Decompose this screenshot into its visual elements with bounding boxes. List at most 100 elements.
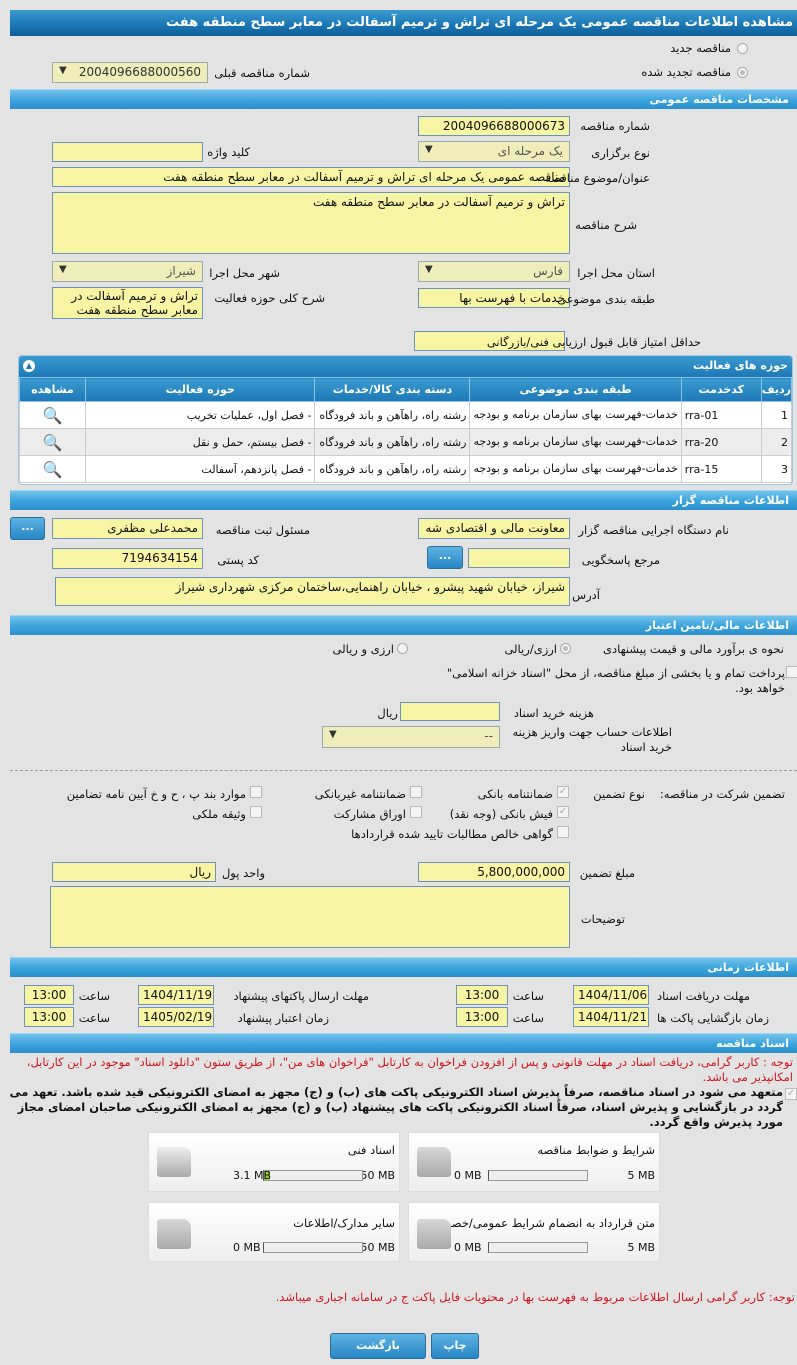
label-currency: واحد پول (221, 866, 265, 880)
guarantee-bank-checkbox[interactable]: ✓ (557, 786, 569, 798)
subject-field[interactable]: مناقصه عمومی یک مرحله ای تراش و ترمیم آس… (52, 167, 570, 187)
treasury-checkbox[interactable] (786, 666, 797, 678)
label-activity-desc: شرح کلی حوزه فعالیت (214, 291, 325, 305)
doc-item-other[interactable]: سایر مدارک/اطلاعات 50 MB 0 MB (148, 1202, 400, 1262)
doc-item-technical[interactable]: اسناد فنی 50 MB 3.1 MB (148, 1132, 400, 1192)
doc-item-terms[interactable]: شرایط و ضوابط مناقصه 5 MB 0 MB (408, 1132, 660, 1192)
label-currency-rial: ارزی/ریالی (504, 642, 557, 656)
label-guarantee-property: وثیقه ملکی (192, 807, 246, 821)
divider (10, 770, 797, 771)
prev-number-select[interactable]: 2004096688000560 ▼ (52, 62, 208, 83)
radio-new-tender[interactable] (737, 43, 748, 54)
guarantee-nonbank-checkbox[interactable] (410, 786, 422, 798)
radio-currency-rial[interactable] (560, 643, 571, 654)
back-button[interactable]: بازگشت (330, 1333, 426, 1359)
min-score-field[interactable] (414, 331, 565, 351)
folder-icon (417, 1219, 451, 1249)
doc-receive-date[interactable]: 1404/11/06 (573, 985, 649, 1005)
label-currency-and-rial: ارزی و ریالی (332, 642, 394, 656)
responsible-field[interactable]: محمدعلی مظفری (52, 518, 203, 539)
guarantee-bonds-checkbox[interactable] (410, 806, 422, 818)
guarantee-cash-checkbox[interactable]: ✓ (557, 806, 569, 818)
submit-date[interactable]: 1404/11/19 (138, 985, 214, 1005)
label-org: نام دستگاه اجرایی مناقصه گزار (578, 523, 729, 537)
cell-code: rra-15 (680, 455, 762, 483)
description-field[interactable]: تراش و ترمیم آسفالت در معابر سطح منطقه ه… (52, 192, 570, 254)
label-guarantee-cash: فیش بانکی (وجه نقد) (449, 807, 553, 821)
doc-receive-time[interactable]: 13:00 (456, 985, 508, 1005)
section-timing-header: اطلاعات زمانی (10, 957, 797, 977)
label-doc-cost: هزینه خرید اسناد (513, 706, 594, 720)
opening-date[interactable]: 1404/11/21 (573, 1007, 649, 1027)
chevron-down-icon: ▼ (425, 144, 433, 155)
col-field: حوزه فعالیت (84, 377, 316, 402)
reference-more-button[interactable]: ... (427, 546, 463, 569)
doc-cost-field[interactable] (400, 702, 500, 721)
label-time: ساعت (512, 1011, 544, 1025)
chevron-down-icon: ▼ (329, 729, 337, 740)
progress-fill (264, 1171, 271, 1180)
section-documents-header: اسناد مناقصه (10, 1033, 797, 1053)
cell-group: رشته راه، راهآهن و باند فرودگاه (314, 401, 471, 429)
label-responsible: مسئول ثبت مناقصه (215, 523, 310, 537)
cell-row: 2 (760, 428, 792, 456)
city-select[interactable]: شیراز ▼ (52, 261, 203, 282)
print-button[interactable]: چاپ (431, 1333, 479, 1359)
activities-panel: حوزه های فعالیت ▲ ردیف کدخدمت طبقه بندی موض… (18, 355, 793, 485)
validity-time[interactable]: 13:00 (24, 1007, 74, 1027)
collapse-icon[interactable]: ▲ (23, 360, 35, 372)
org-field[interactable]: معاونت مالی و اقتصادی شه (418, 518, 570, 539)
folder-icon (157, 1219, 191, 1249)
holding-type-value: یک مرحله ای (497, 144, 563, 158)
treasury-text: پرداخت تمام و یا بخشی از مبلغ مناقصه، از… (446, 666, 785, 695)
doc-item-progress (488, 1242, 588, 1253)
label-tender-number: شماره مناقصه (580, 119, 650, 133)
city-value: شیراز (166, 264, 196, 278)
guarantee-receivables-checkbox[interactable] (557, 826, 569, 838)
view-icon[interactable]: 🔍 (19, 401, 86, 429)
doc-item-progress (263, 1242, 363, 1253)
reference-field[interactable] (468, 548, 570, 568)
cell-row: 1 (760, 401, 792, 429)
doc-cost-unit: ریال (377, 706, 398, 720)
section-finance-header: اطلاعات مالی/تامین اعتبار (10, 615, 797, 635)
postal-field[interactable]: 7194634154 (52, 548, 203, 569)
currency-field[interactable]: ریال (52, 862, 216, 882)
radio-currency-and-rial[interactable] (397, 643, 408, 654)
tender-number-field[interactable]: 2004096688000673 (418, 116, 570, 136)
amount-field[interactable]: 5,800,000,000 (418, 862, 570, 882)
account-select[interactable]: -- ▼ (322, 726, 500, 748)
radio-renewed-tender[interactable] (737, 67, 748, 78)
doc-item-contract[interactable]: متن قرارداد به انضمام شرایط عمومی/خصوصی … (408, 1202, 660, 1262)
commitment-text: متعهد می شود در اسناد مناقصه، صرفاً پذیر… (9, 1085, 783, 1129)
label-amount: مبلغ تضمین (579, 866, 635, 880)
view-icon[interactable]: 🔍 (19, 455, 86, 483)
view-icon[interactable]: 🔍 (19, 428, 86, 456)
holding-type-select[interactable]: یک مرحله ای ▼ (418, 141, 570, 162)
validity-date[interactable]: 1405/02/19 (138, 1007, 214, 1027)
chevron-down-icon: ▼ (425, 264, 433, 275)
guarantee-property-checkbox[interactable] (250, 806, 262, 818)
address-field[interactable]: شیراز، خیابان شهید پیشرو ، خیابان راهنما… (55, 577, 570, 606)
label-guarantee: تضمین شرکت در مناقصه: (659, 787, 785, 801)
doc-item-used: 0 MB (454, 1169, 482, 1182)
guarantee-bylaw-checkbox[interactable] (250, 786, 262, 798)
label-time: ساعت (78, 1011, 110, 1025)
submit-time[interactable]: 13:00 (24, 985, 74, 1005)
doc-item-max: 5 MB (627, 1241, 655, 1254)
keyword-field[interactable] (52, 142, 203, 162)
label-time: ساعت (78, 989, 110, 1003)
label-time: ساعت (512, 989, 544, 1003)
opening-time[interactable]: 13:00 (456, 1007, 508, 1027)
col-row: ردیف (760, 377, 792, 402)
label-estimate: نحوه ی برآورد مالی و قیمت پیشنهادی (602, 642, 784, 656)
label-account: اطلاعات حساب جهت واریز هزینه خرید اسناد (512, 725, 672, 754)
page-title: مشاهده اطلاعات مناقصه عمومی یک مرحله ای … (10, 10, 797, 36)
org-more-button[interactable]: ... (10, 517, 45, 540)
classification-field[interactable]: خدمات با فهرست بها (418, 288, 570, 308)
activity-desc-field[interactable]: تراش و ترمیم آسفالت در معابر سطح منطقه ه… (52, 287, 203, 319)
cell-category: خدمات-فهرست بهای سازمان برنامه و بودجه (469, 428, 682, 456)
notes-field[interactable] (50, 886, 570, 948)
table-row: 2 rra-20 خدمات-فهرست بهای سازمان برنامه و … (19, 428, 792, 456)
province-select[interactable]: فارس ▼ (418, 261, 570, 282)
